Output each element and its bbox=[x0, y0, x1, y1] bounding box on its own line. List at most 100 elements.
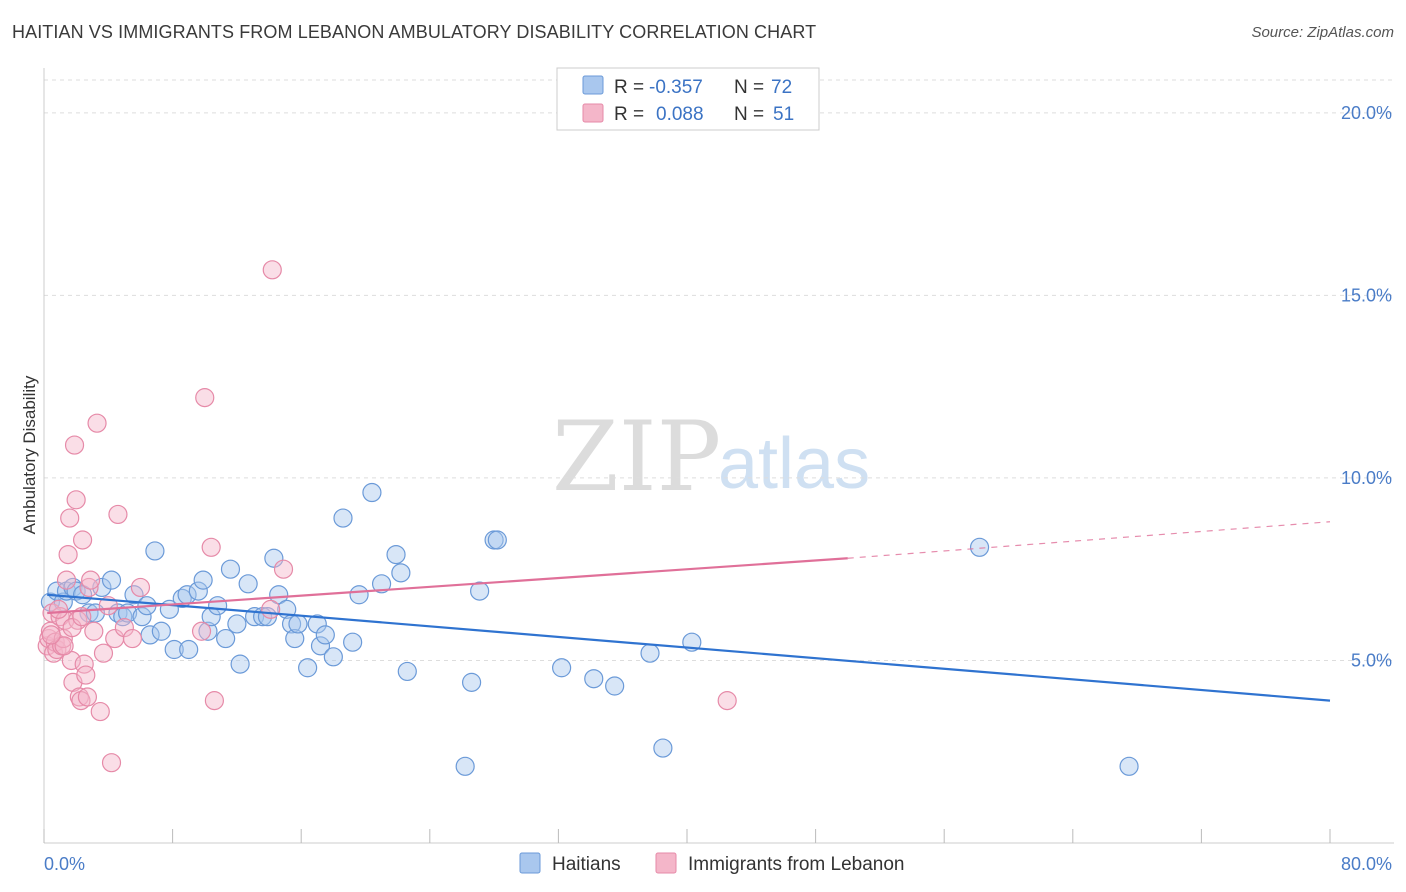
x-tick-label-max: 80.0% bbox=[1341, 854, 1392, 874]
watermark-zip: ZIP bbox=[552, 401, 721, 513]
point-haitians bbox=[487, 530, 507, 550]
point-lebanon bbox=[261, 599, 281, 619]
point-haitians bbox=[455, 756, 475, 776]
point-haitians bbox=[151, 621, 171, 641]
point-haitians bbox=[208, 596, 228, 616]
legend-r-label-2: R = bbox=[614, 104, 644, 125]
point-haitians bbox=[386, 544, 406, 565]
point-haitians bbox=[653, 738, 673, 758]
point-haitians bbox=[362, 482, 382, 503]
legend-n-value-2: 51 bbox=[773, 104, 794, 125]
point-lebanon bbox=[84, 621, 104, 641]
point-haitians bbox=[220, 559, 241, 579]
point-lebanon bbox=[204, 691, 224, 711]
point-haitians bbox=[343, 632, 363, 652]
watermark: ZIP atlas bbox=[552, 401, 870, 513]
point-lebanon bbox=[262, 260, 282, 280]
point-lebanon bbox=[273, 559, 294, 579]
source-label: Source: ZipAtlas.com bbox=[1251, 24, 1394, 41]
y-tick-label: 5.0% bbox=[1351, 650, 1392, 670]
point-lebanon bbox=[71, 691, 91, 711]
legend-swatch-haitians bbox=[582, 75, 604, 95]
point-haitians bbox=[640, 643, 660, 663]
point-haitians bbox=[461, 672, 482, 692]
point-lebanon bbox=[191, 621, 212, 641]
point-lebanon bbox=[41, 625, 61, 645]
scatter-points bbox=[37, 260, 1139, 776]
point-haitians bbox=[269, 585, 289, 605]
x-tick-labels: 0.0% 80.0% bbox=[44, 854, 1392, 874]
legend-n-value-1: 72 bbox=[771, 77, 792, 98]
point-haitians bbox=[605, 676, 625, 696]
point-haitians bbox=[227, 614, 247, 634]
point-haitians bbox=[323, 647, 343, 667]
point-lebanon bbox=[48, 599, 69, 619]
y-tick-label: 20.0% bbox=[1341, 103, 1392, 123]
point-lebanon bbox=[81, 570, 101, 590]
point-haitians bbox=[333, 508, 353, 528]
point-lebanon bbox=[130, 577, 151, 598]
point-haitians bbox=[307, 614, 327, 634]
point-haitians bbox=[470, 581, 490, 601]
point-haitians bbox=[66, 581, 86, 601]
point-haitians bbox=[285, 628, 305, 649]
point-lebanon bbox=[201, 537, 221, 557]
trend-lines bbox=[47, 521, 1331, 702]
point-haitians bbox=[132, 607, 152, 627]
point-lebanon bbox=[77, 687, 98, 707]
point-lebanon bbox=[101, 753, 122, 773]
point-haitians bbox=[349, 585, 369, 605]
point-haitians bbox=[164, 639, 184, 660]
point-haitians bbox=[310, 636, 331, 656]
point-lebanon bbox=[72, 607, 92, 627]
trend-line-haitians bbox=[47, 593, 1331, 702]
point-lebanon bbox=[60, 508, 80, 528]
point-lebanon bbox=[66, 490, 86, 510]
point-lebanon bbox=[62, 618, 82, 638]
point-haitians bbox=[288, 614, 308, 634]
point-haitians bbox=[969, 537, 990, 557]
point-haitians bbox=[230, 654, 250, 674]
x-tick-label-min: 0.0% bbox=[44, 854, 85, 874]
legend-swatch-lebanon bbox=[582, 103, 604, 123]
point-haitians bbox=[193, 570, 213, 590]
point-haitians bbox=[179, 639, 199, 660]
trend-line-lebanon bbox=[47, 557, 848, 615]
bottom-legend-label-lebanon: Immigrants from Lebanon bbox=[688, 854, 905, 875]
point-haitians bbox=[391, 563, 411, 583]
point-haitians bbox=[1119, 756, 1139, 776]
bottom-legend-swatch-lebanon bbox=[655, 852, 677, 874]
point-lebanon bbox=[90, 701, 110, 722]
point-lebanon bbox=[79, 577, 99, 598]
bottom-legend-label-haitians: Haitians bbox=[552, 854, 621, 875]
point-lebanon bbox=[93, 643, 114, 663]
point-haitians bbox=[371, 574, 392, 594]
point-lebanon bbox=[76, 665, 96, 685]
legend-r-value-1: -0.357 bbox=[649, 77, 703, 98]
point-haitians bbox=[397, 661, 417, 682]
legend-r-value-2: 0.088 bbox=[656, 104, 704, 125]
point-haitians bbox=[198, 621, 218, 641]
bottom-legend: Haitians Immigrants from Lebanon bbox=[519, 852, 905, 875]
point-haitians bbox=[145, 541, 165, 561]
legend-n-label-2: N = bbox=[734, 104, 764, 125]
point-haitians bbox=[101, 570, 122, 590]
gridlines bbox=[44, 79, 1394, 661]
point-lebanon bbox=[54, 636, 74, 656]
legend-box: R = -0.357 N = 72 R = 0.088 N = 51 bbox=[556, 67, 820, 131]
point-haitians bbox=[216, 628, 236, 649]
point-lebanon bbox=[58, 544, 78, 565]
point-haitians bbox=[298, 658, 318, 678]
point-haitians bbox=[188, 581, 208, 601]
chart-title: HAITIAN VS IMMIGRANTS FROM LEBANON AMBUL… bbox=[12, 22, 817, 42]
point-haitians bbox=[584, 669, 604, 689]
point-lebanon bbox=[87, 413, 107, 433]
point-lebanon bbox=[64, 435, 85, 455]
watermark-atlas: atlas bbox=[718, 424, 870, 504]
point-lebanon bbox=[108, 504, 128, 525]
legend-r-label-1: R = bbox=[614, 77, 644, 98]
point-haitians bbox=[264, 548, 284, 568]
y-axis-label: Ambulatory Disability bbox=[20, 375, 39, 534]
y-tick-label: 10.0% bbox=[1341, 468, 1392, 488]
